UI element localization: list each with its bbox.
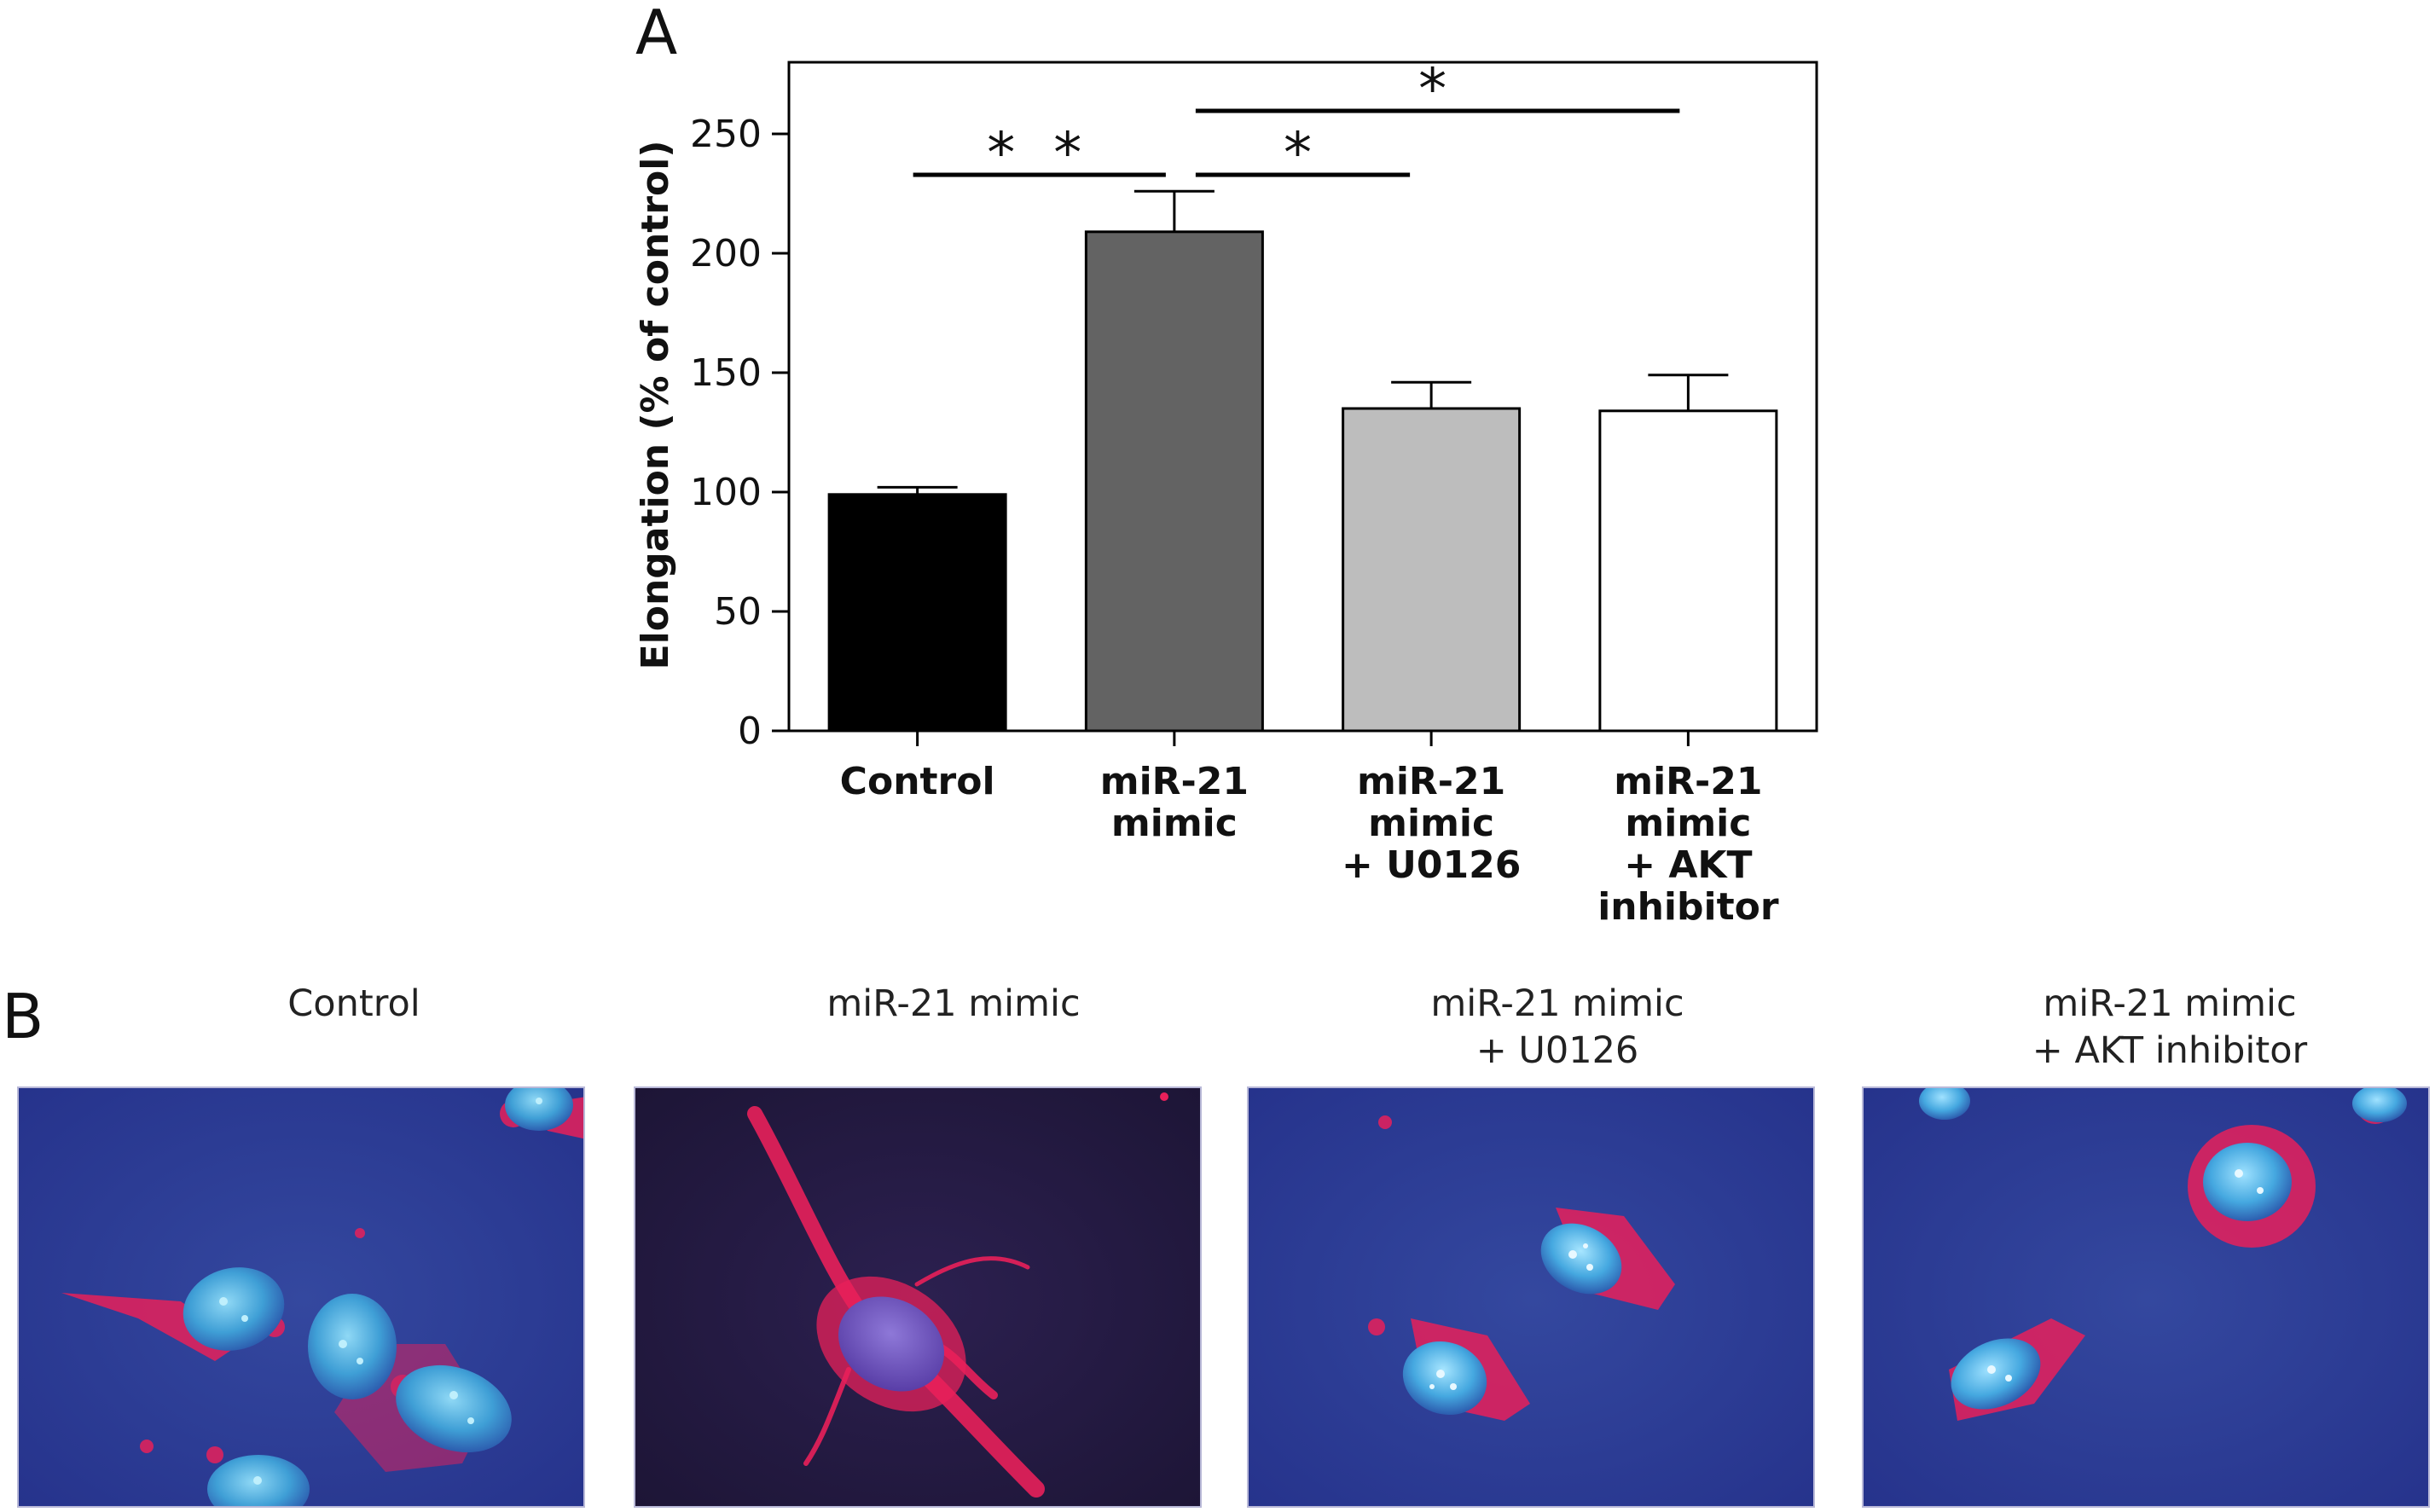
y-tick-label: 250 [690,113,762,156]
x-category-label: Control [840,760,995,803]
micrograph-label-mir21-u0126: miR-21 mimic + U0126 [1430,982,1684,1072]
micrograph-control [17,1086,585,1508]
x-category-label: inhibitor [1597,885,1779,929]
x-category-label: miR-21 [1357,760,1505,803]
y-tick-label: 50 [714,590,762,634]
x-category-label: miR-21 [1614,760,1762,803]
bar-chart: 0 50 100 150 200 250 Elongation (% of control)… [634,56,1818,929]
x-category-label: mimic [1625,802,1751,845]
micrograph-label-mir21: miR-21 mimic [826,982,1081,1025]
y-tick-label: 150 [690,351,762,395]
bar [1342,407,1522,733]
bar [1598,409,1778,733]
micrograph-mir21-mimic [634,1086,1202,1508]
micrograph-label-control: Control [287,982,420,1025]
micrograph-label-mir21-akt: miR-21 mimic + AKT inhibitor [2032,982,2308,1072]
x-category-label: + AKT [1624,843,1752,887]
significance-marker: * [1418,56,1457,122]
bar [827,493,1007,733]
x-category-label: mimic [1368,802,1494,845]
panel-a-letter: A [635,0,678,68]
y-axis-label: Elongation (% of control) [634,141,677,670]
y-tick-label: 0 [738,710,762,753]
significance-marker: * [1284,120,1322,186]
micrograph-mir21-u0126 [1247,1086,1815,1508]
bar [1084,230,1264,733]
x-category-label: miR-21 [1100,760,1249,803]
panel-b-letter: B [2,981,44,1052]
plot-frame [787,61,1818,733]
y-tick-label: 100 [690,471,762,514]
x-category-label: mimic [1111,802,1238,845]
x-category-label: + U0126 [1342,843,1521,887]
significance-marker: * * [987,120,1092,186]
y-tick-label: 200 [690,232,762,275]
micrograph-mir21-akt [1862,1086,2430,1508]
